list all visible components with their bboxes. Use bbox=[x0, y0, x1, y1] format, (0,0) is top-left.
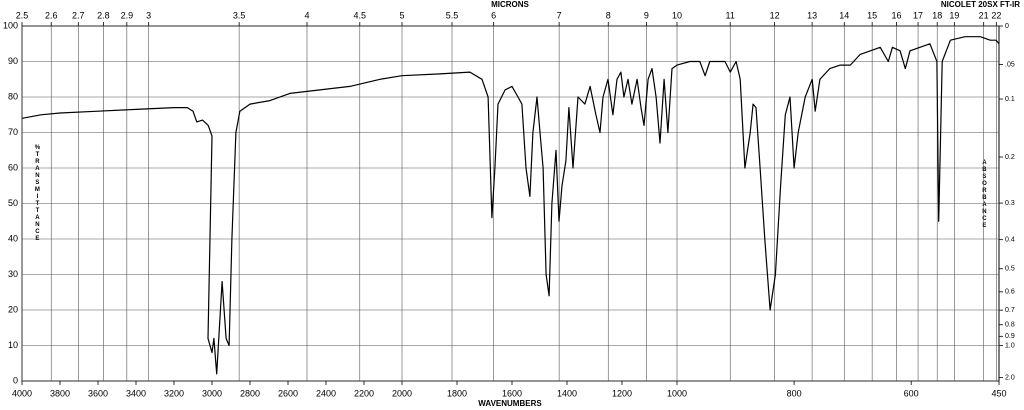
top-tick-label: 16 bbox=[892, 10, 902, 20]
top-tick-label: 15 bbox=[867, 10, 877, 20]
x-tick-label: 2600 bbox=[278, 388, 298, 398]
x-tick-label: 1200 bbox=[612, 388, 632, 398]
y2-tick-label: 0.9 bbox=[1005, 333, 1015, 340]
y-tick-label: 90 bbox=[8, 56, 18, 66]
top-tick-label: 14 bbox=[839, 10, 849, 20]
top-tick-label: 17 bbox=[913, 10, 923, 20]
x-axis-label: WAVENUMBERS bbox=[478, 399, 542, 408]
y-tick-label: 70 bbox=[8, 127, 18, 137]
top-tick-label: 11 bbox=[726, 10, 735, 20]
top-tick-label: 4.5 bbox=[354, 10, 367, 20]
y-tick-label: 0 bbox=[13, 375, 18, 385]
x-tick-label: 1800 bbox=[447, 388, 467, 398]
y2-tick-label: 0.2 bbox=[1005, 154, 1015, 161]
top-tick-label: 5 bbox=[399, 10, 404, 20]
top-tick-label: 22 bbox=[991, 10, 1001, 20]
top-tick-label: 6 bbox=[491, 10, 496, 20]
x-tick-label: 3200 bbox=[164, 388, 184, 398]
y2-tick-label: 0.1 bbox=[1005, 96, 1015, 103]
y-tick-label: 30 bbox=[8, 269, 18, 279]
x-tick-label: 1000 bbox=[667, 388, 687, 398]
x-tick-label: 2000 bbox=[392, 388, 412, 398]
x-tick-label: 3000 bbox=[202, 388, 222, 398]
y2-axis-label: ABSORBANCE bbox=[981, 160, 987, 230]
spectrum-line bbox=[21, 36, 1000, 375]
x-tick-label: 2800 bbox=[240, 388, 260, 398]
x-tick-label: 2400 bbox=[316, 388, 336, 398]
y2-tick-label: 0 bbox=[1005, 23, 1009, 30]
x-tick-label: 4000 bbox=[12, 388, 32, 398]
y-tick-label: 80 bbox=[8, 91, 18, 101]
y2-tick-label: 0.6 bbox=[1005, 289, 1015, 296]
y2-tick-label: .05 bbox=[1005, 61, 1015, 68]
x-tick-label: 2200 bbox=[354, 388, 374, 398]
top-tick-label: 4 bbox=[304, 10, 309, 20]
x-tick-label: 600 bbox=[904, 388, 919, 398]
x-tick-label: 3400 bbox=[126, 388, 146, 398]
top-tick-label: 5.5 bbox=[446, 10, 459, 20]
top-tick-label: 21 bbox=[979, 10, 989, 20]
y2-tick-label: 0.8 bbox=[1005, 322, 1015, 329]
top-tick-label: 12 bbox=[770, 10, 780, 20]
y2-tick-label: 0.7 bbox=[1005, 307, 1015, 314]
top-tick-label: 13 bbox=[807, 10, 817, 20]
top-tick-label: 2.6 bbox=[45, 10, 58, 20]
y-tick-label: 20 bbox=[8, 304, 18, 314]
y2-tick-label: 0.3 bbox=[1005, 200, 1015, 207]
y-tick-label: 60 bbox=[8, 162, 18, 172]
y-tick-label: 50 bbox=[8, 198, 18, 208]
top-tick-label: 9 bbox=[644, 10, 649, 20]
top-tick-label: 2.9 bbox=[121, 10, 134, 20]
x-tick-label: 1600 bbox=[502, 388, 522, 398]
x-tick-label: 800 bbox=[787, 388, 802, 398]
top-tick-label: 10 bbox=[672, 10, 682, 20]
top-axis-label: MICRONS bbox=[491, 0, 529, 9]
top-tick-label: 19 bbox=[949, 10, 959, 20]
y-tick-label: 10 bbox=[8, 340, 18, 350]
y-axis-label: %TRANSMITTANCE bbox=[34, 145, 40, 243]
y2-tick-label: 2.0 bbox=[1005, 374, 1015, 381]
y-tick-label: 40 bbox=[8, 233, 18, 243]
y2-tick-label: 0.5 bbox=[1005, 266, 1015, 273]
y2-tick-label: 1.0 bbox=[1005, 342, 1015, 349]
x-tick-label: 3600 bbox=[88, 388, 108, 398]
x-tick-label: 1400 bbox=[557, 388, 577, 398]
top-tick-label: 7 bbox=[557, 10, 562, 20]
top-tick-label: 2.5 bbox=[16, 10, 29, 20]
top-tick-label: 3.5 bbox=[233, 10, 246, 20]
top-tick-label: 3 bbox=[146, 10, 151, 20]
top-tick-label: 2.7 bbox=[72, 10, 85, 20]
x-tick-label: 3800 bbox=[50, 388, 70, 398]
x-tick-label: 450 bbox=[991, 388, 1006, 398]
y2-tick-label: 0.4 bbox=[1005, 237, 1015, 244]
instrument-label: NICOLET 20SX FT-IR bbox=[941, 0, 1020, 9]
top-tick-label: 8 bbox=[606, 10, 611, 20]
top-tick-label: 18 bbox=[932, 10, 942, 20]
top-tick-label: 2.8 bbox=[97, 10, 110, 20]
y-tick-label: 100 bbox=[3, 20, 18, 30]
